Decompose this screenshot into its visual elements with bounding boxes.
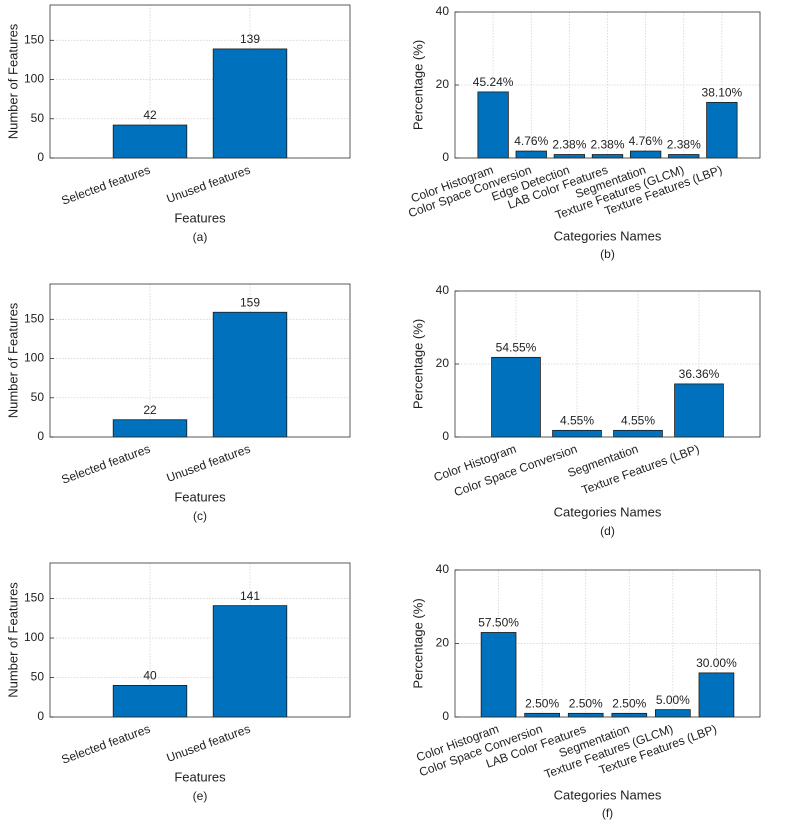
data-label: 2.50%: [612, 696, 646, 710]
y-tick-label: 0: [442, 709, 449, 723]
bar: [552, 429, 602, 438]
data-label: 45.24%: [473, 75, 514, 89]
data-label: 4.76%: [629, 134, 663, 148]
y-tick-label: 150: [24, 32, 44, 46]
x-axis-label: Categories Names: [554, 787, 662, 802]
x-axis-label: Categories Names: [554, 228, 662, 243]
axes-box: [454, 290, 761, 438]
x-axis-label: Features: [174, 489, 226, 504]
axes-box: [49, 4, 351, 159]
x-axis-label: Features: [174, 210, 226, 225]
y-tick-label: 0: [442, 429, 449, 443]
bar: [515, 150, 547, 159]
y-axis-label: Percentage (%): [410, 319, 425, 409]
y-tick-label: 150: [24, 311, 44, 325]
bar: [698, 672, 735, 718]
data-label: 4.55%: [621, 414, 655, 428]
caption: (e): [193, 789, 208, 803]
axes-box: [454, 11, 761, 159]
data-label: 57.50%: [478, 616, 519, 630]
caption: (f): [602, 806, 613, 820]
y-axis-label: Number of Features: [5, 582, 20, 698]
bar: [611, 712, 648, 718]
data-label: 2.38%: [667, 138, 701, 152]
data-label: 36.36%: [679, 367, 720, 381]
data-label: 40: [143, 669, 157, 683]
caption: (b): [600, 247, 615, 261]
bar: [491, 356, 541, 438]
bar: [591, 154, 624, 159]
y-tick-label: 0: [37, 429, 44, 443]
bar: [706, 101, 738, 159]
data-label: 2.50%: [525, 696, 559, 710]
data-label: 2.38%: [590, 138, 624, 152]
bar: [655, 709, 691, 718]
x-tick-label: Selected features: [60, 163, 153, 208]
data-label: 141: [240, 589, 260, 603]
axes-box: [49, 562, 351, 718]
x-tick-label: Unused features: [165, 163, 253, 206]
y-tick-label: 50: [31, 111, 45, 125]
data-label: 4.76%: [514, 134, 548, 148]
data-label: 38.10%: [702, 86, 743, 100]
y-tick-label: 20: [436, 356, 450, 370]
data-label: 5.00%: [656, 693, 690, 707]
y-axis-label: Number of Features: [5, 23, 20, 139]
y-tick-label: 40: [436, 562, 450, 576]
bar: [477, 91, 509, 159]
data-label: 4.55%: [560, 414, 594, 428]
y-tick-label: 40: [436, 4, 450, 18]
y-tick-label: 50: [31, 670, 45, 684]
y-tick-label: 100: [24, 630, 44, 644]
bar: [112, 685, 188, 718]
x-tick-label: Selected features: [60, 722, 153, 767]
caption: (c): [193, 509, 207, 523]
y-tick-label: 150: [24, 591, 44, 605]
y-tick-label: 20: [436, 77, 450, 91]
data-label: 22: [143, 403, 157, 417]
axes-box: [49, 283, 351, 438]
x-axis-label: Features: [174, 769, 226, 784]
caption: (a): [193, 230, 208, 244]
bar: [212, 48, 288, 159]
bar: [674, 383, 724, 438]
data-label: 159: [240, 295, 260, 309]
data-label: 2.38%: [552, 138, 586, 152]
x-tick-label: Unused features: [165, 442, 253, 485]
bar: [613, 429, 663, 438]
y-tick-label: 50: [31, 390, 45, 404]
bar: [629, 150, 662, 159]
y-tick-label: 100: [24, 351, 44, 365]
y-tick-label: 100: [24, 72, 44, 86]
bar: [553, 154, 586, 159]
y-tick-label: 0: [442, 150, 449, 164]
y-tick-label: 0: [37, 709, 44, 723]
bar: [112, 124, 188, 159]
bar: [212, 605, 288, 718]
bar: [567, 712, 604, 718]
caption: (d): [600, 524, 615, 538]
axes-box: [454, 569, 761, 718]
bar: [212, 311, 288, 438]
y-tick-label: 20: [436, 636, 450, 650]
bar: [524, 712, 560, 718]
data-label: 30.00%: [696, 656, 737, 670]
x-tick-label: Selected features: [60, 442, 153, 487]
bar: [668, 154, 700, 159]
y-axis-label: Number of Features: [5, 302, 20, 418]
data-label: 42: [143, 108, 157, 122]
x-axis-label: Categories Names: [554, 504, 662, 519]
bar: [112, 419, 188, 438]
y-axis-label: Percentage (%): [410, 598, 425, 688]
y-tick-label: 0: [37, 150, 44, 164]
y-tick-label: 40: [436, 283, 450, 297]
x-tick-label: Unused features: [165, 722, 253, 765]
data-label: 2.50%: [569, 696, 603, 710]
bar: [480, 632, 517, 718]
y-axis-label: Percentage (%): [410, 40, 425, 130]
data-label: 54.55%: [496, 341, 537, 355]
data-label: 139: [240, 32, 260, 46]
